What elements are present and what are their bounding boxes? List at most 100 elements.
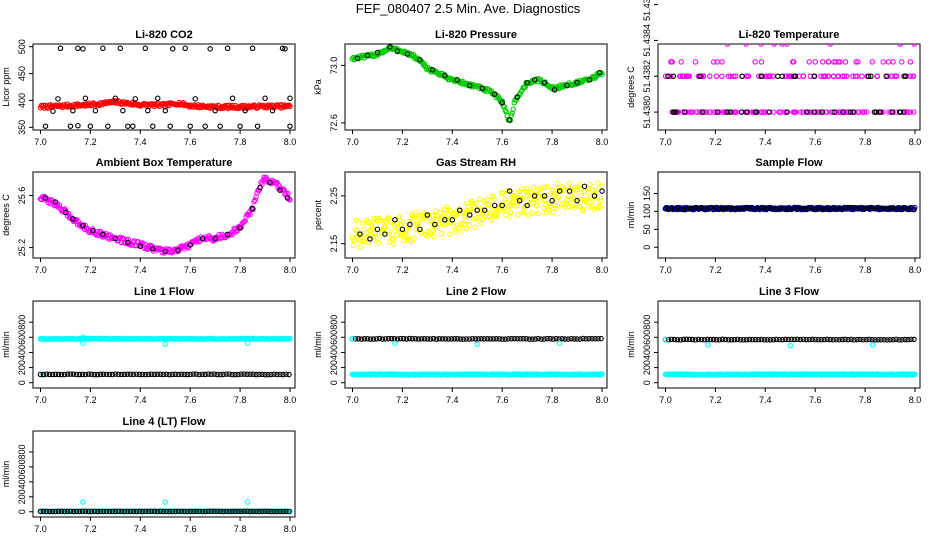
data-point <box>64 508 71 515</box>
plot-frame <box>32 43 296 131</box>
data-point <box>428 218 434 225</box>
data-point <box>87 123 94 129</box>
data-point <box>274 371 280 378</box>
chart-title: Sample Flow <box>755 157 823 169</box>
data-point <box>763 73 770 80</box>
data-point <box>250 371 256 378</box>
data-point <box>744 73 750 80</box>
data-point <box>478 220 484 227</box>
data-point <box>599 188 605 194</box>
data-point <box>689 109 696 115</box>
data-point <box>595 335 601 342</box>
x-tick-label: 7.4 <box>759 265 772 275</box>
data-point <box>902 336 908 343</box>
data-point <box>178 371 184 377</box>
x-tick-label: 8.0 <box>284 265 297 275</box>
data-point <box>830 205 836 211</box>
data-point <box>869 342 876 348</box>
data-point <box>896 109 903 115</box>
data-point <box>476 196 483 202</box>
data-point <box>803 336 809 343</box>
data-point <box>597 203 604 210</box>
chart-title: Li-820 Temperature <box>739 29 840 41</box>
data-point <box>713 337 720 343</box>
data-point <box>257 184 263 191</box>
data-point <box>145 508 152 515</box>
data-point <box>438 230 445 237</box>
data-point <box>75 45 81 52</box>
data-point <box>547 204 553 210</box>
data-point <box>282 46 288 52</box>
data-point <box>469 335 476 342</box>
data-point <box>566 188 573 194</box>
data-point <box>163 508 169 515</box>
data-point <box>728 205 735 211</box>
data-point <box>488 216 494 223</box>
data-point <box>396 213 402 219</box>
x-tick-label: 7.4 <box>134 265 147 275</box>
x-tick-label: 7.4 <box>759 395 772 405</box>
data-point <box>857 336 863 343</box>
data-point <box>680 336 687 343</box>
data-point <box>785 206 792 212</box>
data-point <box>598 335 604 342</box>
data-point <box>202 371 208 378</box>
data-point <box>586 77 593 83</box>
data-point <box>518 196 524 203</box>
data-point <box>109 371 116 378</box>
data-point <box>199 371 205 378</box>
data-series <box>37 371 292 378</box>
data-point <box>82 95 89 102</box>
data-point <box>217 371 223 378</box>
data-point <box>449 217 456 223</box>
data-point <box>80 499 86 505</box>
data-point <box>547 335 553 342</box>
data-point <box>811 109 818 115</box>
data-point <box>893 336 899 343</box>
data-point <box>265 371 271 378</box>
data-point <box>520 335 526 342</box>
data-point <box>528 189 535 195</box>
data-point <box>800 73 807 80</box>
data-point <box>142 371 149 378</box>
data-point <box>250 508 256 515</box>
y-tick-label: 350 <box>17 120 27 135</box>
data-point <box>583 336 589 342</box>
data-point <box>744 109 750 115</box>
data-point <box>70 371 77 377</box>
data-point <box>592 335 598 342</box>
x-tick-label: 8.0 <box>284 137 297 147</box>
data-point <box>500 208 507 214</box>
x-tick-label: 7.0 <box>34 524 47 534</box>
data-point <box>699 109 706 115</box>
y-tick-label: 600 <box>17 459 27 474</box>
data-point <box>241 508 247 514</box>
data-point <box>43 371 50 377</box>
y-tick-label: 0 <box>642 380 652 385</box>
data-point <box>821 336 827 343</box>
data-point <box>776 109 782 115</box>
data-point <box>854 336 860 343</box>
data-point <box>127 371 134 377</box>
data-point <box>136 371 143 378</box>
data-point <box>70 508 77 515</box>
data-point <box>130 371 137 378</box>
data-point <box>800 109 807 115</box>
data-point <box>268 371 274 378</box>
data-point <box>73 371 80 378</box>
data-point <box>277 508 283 515</box>
data-point <box>822 73 828 80</box>
data-series <box>349 371 605 378</box>
data-point <box>106 508 113 515</box>
data-point <box>485 202 492 208</box>
chart-title: Gas Stream RH <box>436 157 516 169</box>
y-tick-label: 600 <box>329 330 339 345</box>
data-point <box>367 336 374 342</box>
data-point <box>887 205 893 211</box>
data-point <box>687 109 693 115</box>
data-point <box>424 212 431 218</box>
data-point <box>670 73 677 80</box>
data-series <box>42 45 293 129</box>
data-point <box>673 109 679 115</box>
data-point <box>133 371 140 377</box>
